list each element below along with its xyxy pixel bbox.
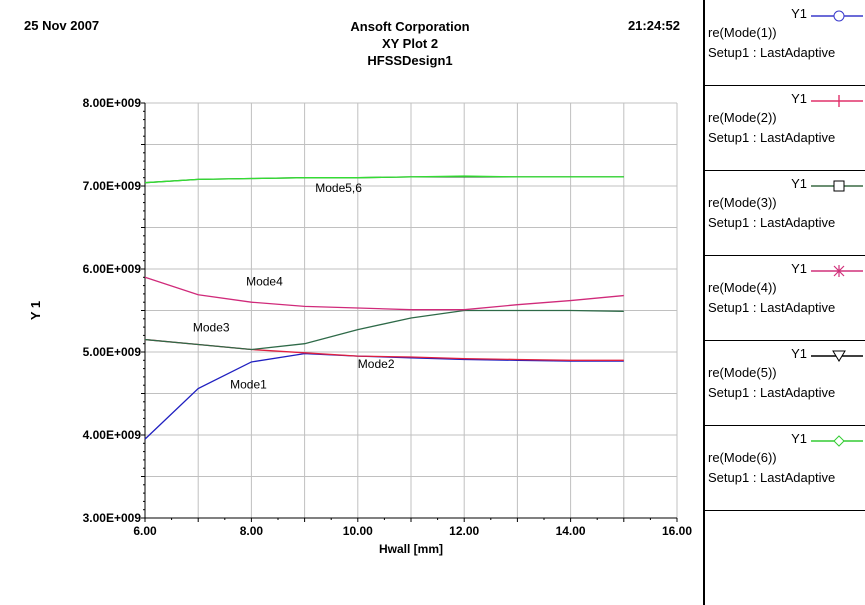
x-tick-label: 12.00 bbox=[449, 524, 479, 538]
legend-y-label: Y1 bbox=[791, 176, 807, 191]
legend-item-mode-3[interactable]: Y1 re(Mode(3)) Setup1 : LastAdaptive bbox=[705, 170, 865, 256]
legend-marker-circle-icon bbox=[833, 10, 845, 22]
y-axis-label: Y 1 bbox=[28, 301, 43, 320]
legend-item-mode-1[interactable]: Y1 re(Mode(1)) Setup1 : LastAdaptive bbox=[705, 0, 865, 86]
legend-swatch-square-icon bbox=[811, 180, 863, 192]
plot-title: XY Plot 2 bbox=[381, 36, 439, 51]
annotation-label: Mode3 bbox=[193, 320, 230, 334]
y-tick-label: 4.00E+009 bbox=[83, 428, 142, 442]
legend-swatch-plus-icon bbox=[811, 95, 863, 107]
plot-titles: Ansoft Corporation XY Plot 2 HFSSDesign1 bbox=[140, 18, 680, 69]
y-tick-label: 5.00E+009 bbox=[83, 345, 142, 359]
legend-y-label: Y1 bbox=[791, 261, 807, 276]
x-tick-label: 16.00 bbox=[662, 524, 692, 538]
annotation-label: Mode1 bbox=[230, 378, 267, 392]
annotation-label: Mode4 bbox=[246, 275, 283, 289]
legend-expression: re(Mode(3)) bbox=[708, 195, 777, 210]
legend-marker-diamond-icon bbox=[833, 435, 845, 447]
annotation-label: Mode5,6 bbox=[315, 181, 362, 195]
x-tick-label: 10.00 bbox=[343, 524, 373, 538]
legend-expression: re(Mode(4)) bbox=[708, 280, 777, 295]
legend-item-mode-5[interactable]: Y1 re(Mode(5)) Setup1 : LastAdaptive bbox=[705, 340, 865, 426]
legend-panel: Y1 re(Mode(1)) Setup1 : LastAdaptive Y1 re(M… bbox=[703, 0, 865, 605]
legend-setup: Setup1 : LastAdaptive bbox=[708, 130, 836, 145]
company-title: Ansoft Corporation bbox=[350, 19, 470, 34]
y-tick-label: 8.00E+009 bbox=[83, 96, 142, 110]
legend-marker-star-icon bbox=[833, 265, 845, 277]
legend-swatch-diamond-icon bbox=[811, 435, 863, 447]
report-date: 25 Nov 2007 bbox=[24, 18, 100, 33]
legend-marker-square-icon bbox=[833, 180, 845, 192]
legend-item-mode-2[interactable]: Y1 re(Mode(2)) Setup1 : LastAdaptive bbox=[705, 85, 865, 171]
legend-setup: Setup1 : LastAdaptive bbox=[708, 45, 836, 60]
legend-y-label: Y1 bbox=[791, 431, 807, 446]
legend-y-label: Y1 bbox=[791, 346, 807, 361]
legend-expression: re(Mode(6)) bbox=[708, 450, 777, 465]
legend-swatch-circle-icon bbox=[811, 10, 863, 22]
legend-swatch-star-icon bbox=[811, 265, 863, 277]
legend-setup: Setup1 : LastAdaptive bbox=[708, 300, 836, 315]
x-tick-label: 8.00 bbox=[240, 524, 264, 538]
design-title: HFSSDesign1 bbox=[367, 53, 453, 68]
legend-item-mode-4[interactable]: Y1 re(Mode(4)) Setup1 : LastAdaptive bbox=[705, 255, 865, 341]
legend-setup: Setup1 : LastAdaptive bbox=[708, 215, 836, 230]
legend-marker-triangle-down-icon bbox=[832, 350, 846, 362]
legend-setup: Setup1 : LastAdaptive bbox=[708, 385, 836, 400]
annotation-label: Mode2 bbox=[358, 357, 395, 371]
y-tick-label: 7.00E+009 bbox=[83, 179, 142, 193]
y-tick-label: 6.00E+009 bbox=[83, 262, 142, 276]
legend-item-mode-6[interactable]: Y1 re(Mode(6)) Setup1 : LastAdaptive bbox=[705, 425, 865, 511]
legend-swatch-triangle-down-icon bbox=[811, 350, 863, 362]
legend-expression: re(Mode(2)) bbox=[708, 110, 777, 125]
legend-expression: re(Mode(1)) bbox=[708, 25, 777, 40]
legend-y-label: Y1 bbox=[791, 6, 807, 21]
y-tick-label: 3.00E+009 bbox=[83, 511, 142, 525]
x-tick-label: 6.00 bbox=[133, 524, 157, 538]
series-line-mode-3 bbox=[144, 309, 624, 351]
x-axis-label: Hwall [mm] bbox=[379, 542, 443, 556]
xy-chart: 3.00E+009 4.00E+009 5.00E+009 6.00E+009 7.00… bbox=[28, 96, 692, 556]
legend-expression: re(Mode(5)) bbox=[708, 365, 777, 380]
report-time: 21:24:52 bbox=[627, 18, 680, 33]
legend-setup: Setup1 : LastAdaptive bbox=[708, 470, 836, 485]
x-tick-label: 14.00 bbox=[556, 524, 586, 538]
legend-y-label: Y1 bbox=[791, 91, 807, 106]
series-line-mode-4 bbox=[144, 276, 624, 311]
series-line-mode-6 bbox=[144, 175, 624, 184]
